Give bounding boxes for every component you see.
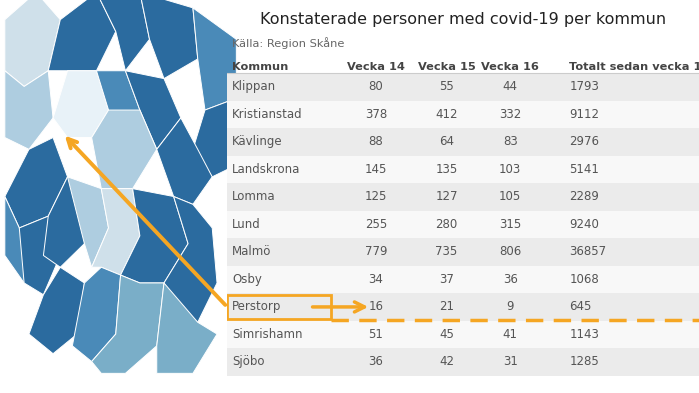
Text: 9240: 9240 [569,218,599,231]
Text: 9: 9 [507,300,514,314]
Text: Kristianstad: Kristianstad [232,108,303,121]
Text: Konstaterade personer med covid-19 per kommun: Konstaterade personer med covid-19 per k… [260,12,666,27]
Text: 105: 105 [499,190,521,204]
Text: 1793: 1793 [569,80,599,94]
Polygon shape [53,71,108,138]
Polygon shape [5,0,60,86]
Bar [227,295,331,319]
Polygon shape [20,216,60,295]
Polygon shape [92,110,157,189]
Polygon shape [5,71,53,149]
Polygon shape [43,177,92,267]
Polygon shape [92,275,164,373]
Text: 64: 64 [439,135,454,149]
Text: 36: 36 [368,355,383,369]
Text: 806: 806 [499,245,521,259]
Text: 83: 83 [503,135,518,149]
Polygon shape [92,189,140,275]
Text: 88: 88 [368,135,383,149]
Text: Vecka 14: Vecka 14 [347,62,405,72]
Text: 125: 125 [365,190,387,204]
Text: Lund: Lund [232,218,261,231]
Text: Totalt sedan vecka 10, 2020: Totalt sedan vecka 10, 2020 [569,62,699,72]
Text: Landskrona: Landskrona [232,163,301,176]
Polygon shape [5,138,68,228]
Polygon shape [157,118,212,204]
Text: 42: 42 [439,355,454,369]
Polygon shape [140,0,198,79]
Text: 2976: 2976 [569,135,599,149]
Text: 51: 51 [368,328,383,341]
Bar [227,321,699,348]
Text: Vecka 15: Vecka 15 [418,62,475,72]
Text: 31: 31 [503,355,518,369]
Polygon shape [29,267,85,354]
Polygon shape [193,98,236,177]
Text: Osby: Osby [232,273,261,286]
Text: 103: 103 [499,163,521,176]
Text: 412: 412 [435,108,458,121]
Text: 21: 21 [439,300,454,314]
Polygon shape [120,189,188,283]
Text: 37: 37 [439,273,454,286]
Text: 36857: 36857 [569,245,606,259]
Text: Perstorp: Perstorp [232,300,281,314]
Text: Vecka 16: Vecka 16 [482,62,539,72]
Text: 9112: 9112 [569,108,599,121]
Text: Sjöbo: Sjöbo [232,355,264,369]
Bar [227,348,699,376]
Bar [227,128,699,156]
Text: 55: 55 [439,80,454,94]
Polygon shape [157,283,217,373]
Text: Malmö: Malmö [232,245,271,259]
Text: 145: 145 [365,163,387,176]
Polygon shape [68,177,108,267]
Text: 1285: 1285 [569,355,599,369]
Polygon shape [48,0,116,71]
Text: 1143: 1143 [569,328,599,341]
Text: 80: 80 [368,80,383,94]
Bar [227,73,699,101]
Text: 779: 779 [365,245,387,259]
Text: Källa: Region Skåne: Källa: Region Skåne [232,37,345,49]
Polygon shape [73,267,120,362]
Text: 44: 44 [503,80,518,94]
Text: Klippan: Klippan [232,80,276,94]
Text: Kommun: Kommun [232,62,288,72]
Polygon shape [96,71,140,138]
Bar [227,266,699,293]
Bar [227,293,699,321]
Text: 41: 41 [503,328,518,341]
Text: 645: 645 [569,300,591,314]
Polygon shape [96,0,150,71]
Bar [227,156,699,183]
Text: 332: 332 [499,108,521,121]
Text: 16: 16 [368,300,383,314]
Text: 378: 378 [365,108,387,121]
Text: 127: 127 [435,190,458,204]
Text: 255: 255 [365,218,387,231]
Text: Simrishamn: Simrishamn [232,328,303,341]
Text: 34: 34 [368,273,383,286]
Bar [227,238,699,266]
Bar [227,101,699,128]
Polygon shape [125,71,181,149]
Polygon shape [164,196,217,322]
Text: 1068: 1068 [569,273,599,286]
Text: 5141: 5141 [569,163,599,176]
Bar [227,183,699,211]
Polygon shape [193,8,236,110]
Text: Kävlinge: Kävlinge [232,135,282,149]
Text: 45: 45 [439,328,454,341]
Bar [227,211,699,238]
Text: 280: 280 [435,218,458,231]
Polygon shape [5,196,36,283]
Text: 315: 315 [499,218,521,231]
Text: Lomma: Lomma [232,190,275,204]
Text: 36: 36 [503,273,518,286]
Text: 135: 135 [435,163,458,176]
Text: 735: 735 [435,245,458,259]
Text: 2289: 2289 [569,190,599,204]
